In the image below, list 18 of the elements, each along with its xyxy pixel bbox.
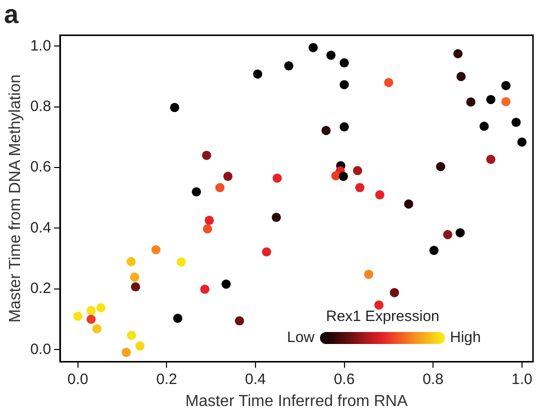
x-tick-label: 0.6 (334, 370, 355, 388)
y-tick-label: 0.0 (30, 340, 52, 358)
color-bar-title: Rex1 Expression (326, 308, 440, 325)
y-tick-label: 0.4 (30, 219, 52, 236)
x-tick-label: 1.0 (511, 370, 532, 388)
x-tick-label: 0.8 (422, 370, 444, 388)
y-axis-title: Master Time from DNA Methylation (7, 74, 24, 323)
y-tick-label: 0.6 (30, 158, 52, 176)
y-tick-label: 1.0 (30, 37, 52, 54)
y-tick-label: 0.8 (30, 98, 52, 115)
x-tick-label: 0.4 (245, 370, 266, 388)
annotation: High (450, 328, 481, 346)
y-tick-label: 0.2 (30, 280, 52, 298)
annotation: Low (287, 328, 315, 346)
x-tick-label: 0.2 (156, 370, 178, 388)
x-tick-label: 0.0 (67, 370, 88, 388)
x-axis-title: Master Time Inferred from RNA (185, 392, 408, 410)
chart-title: a (4, 0, 19, 29)
